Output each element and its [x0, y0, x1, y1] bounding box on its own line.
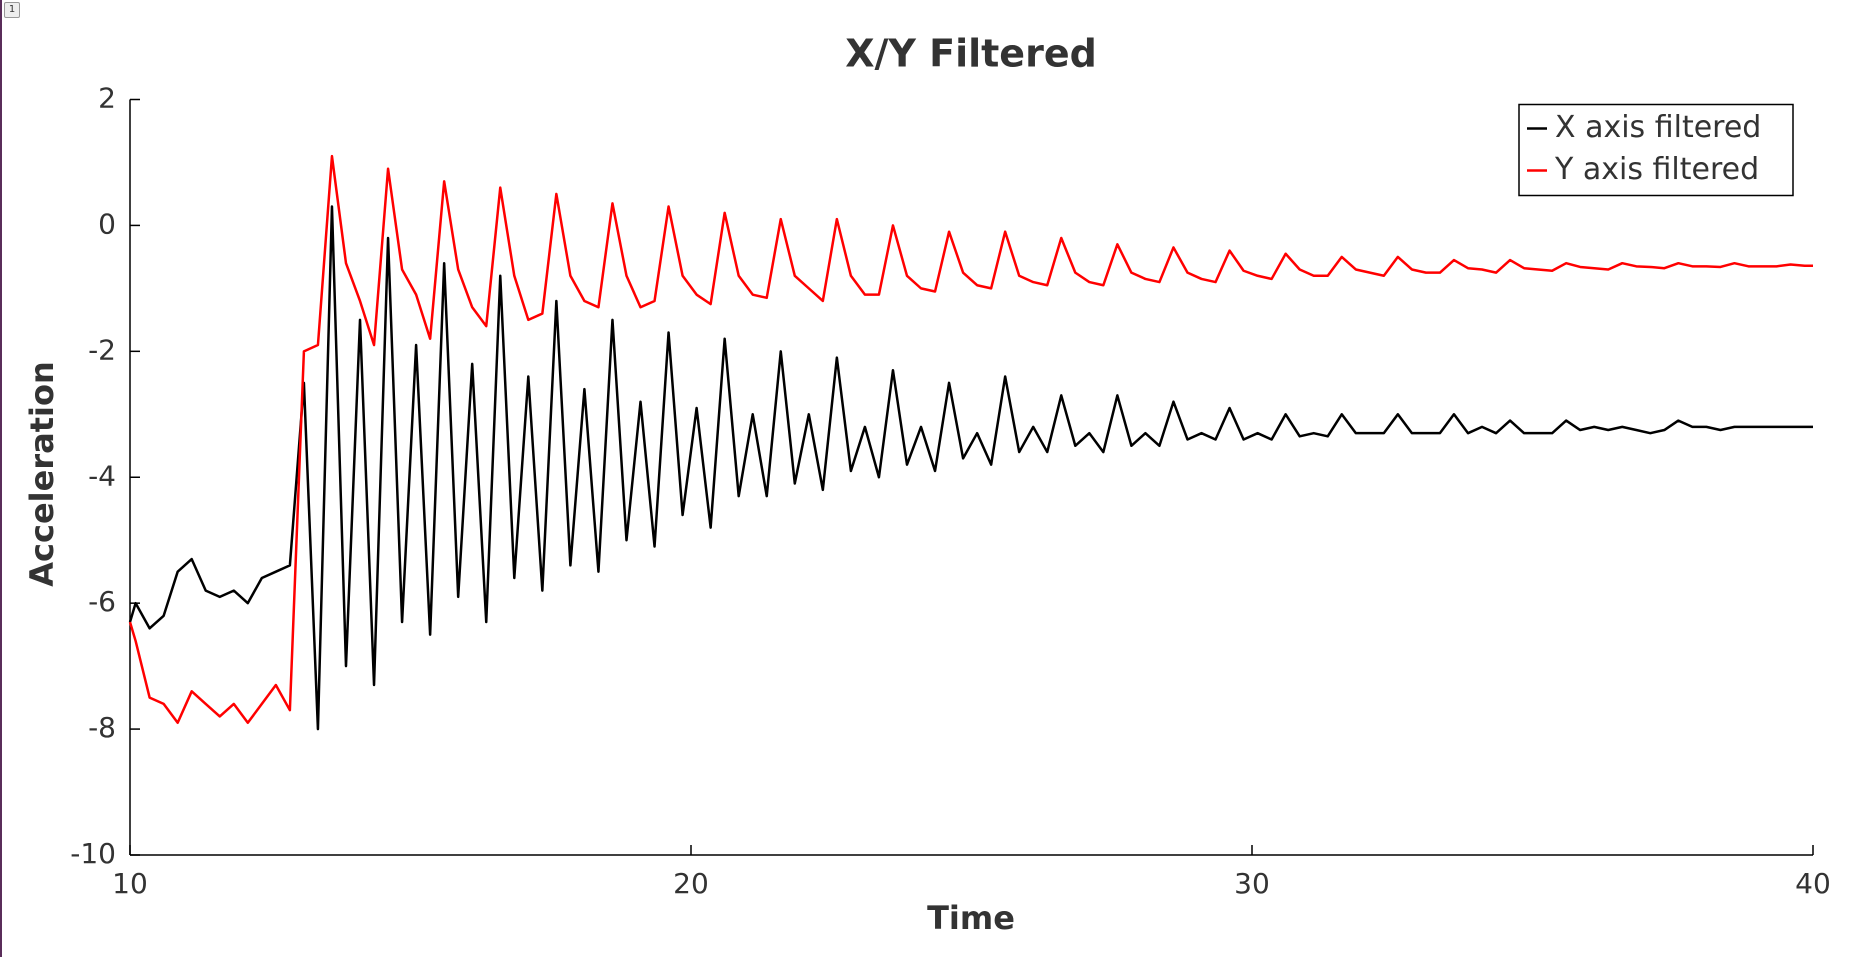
x-tick-label: 20 — [673, 867, 709, 900]
x-axis-label: Time — [927, 899, 1015, 937]
y-tick-label: -2 — [88, 333, 116, 366]
legend-box — [1518, 103, 1794, 197]
window-edge — [0, 0, 2, 957]
y-tick-label: -8 — [88, 711, 116, 744]
y-tick-label: -4 — [88, 459, 116, 492]
window-badge[interactable]: 1 — [4, 2, 20, 18]
x-tick-label: 30 — [1234, 867, 1270, 900]
y-tick-label: 2 — [98, 82, 116, 115]
legend: X axis filtered Y axis filtered — [1518, 103, 1794, 197]
series-line — [128, 205, 1813, 731]
y-tick-label: -10 — [70, 837, 116, 870]
y-tick-label: -6 — [88, 585, 116, 618]
legend-label: X axis filtered — [1555, 110, 1761, 145]
y-axis-label: Acceleration — [23, 361, 61, 586]
chart-title: X/Y Filtered — [845, 32, 1097, 76]
x-tick-label: 40 — [1795, 867, 1831, 900]
y-tick-label: 0 — [98, 207, 116, 240]
x-tick-label: 10 — [112, 867, 148, 900]
series-line — [128, 154, 1813, 725]
legend-label: Y axis filtered — [1554, 152, 1759, 187]
